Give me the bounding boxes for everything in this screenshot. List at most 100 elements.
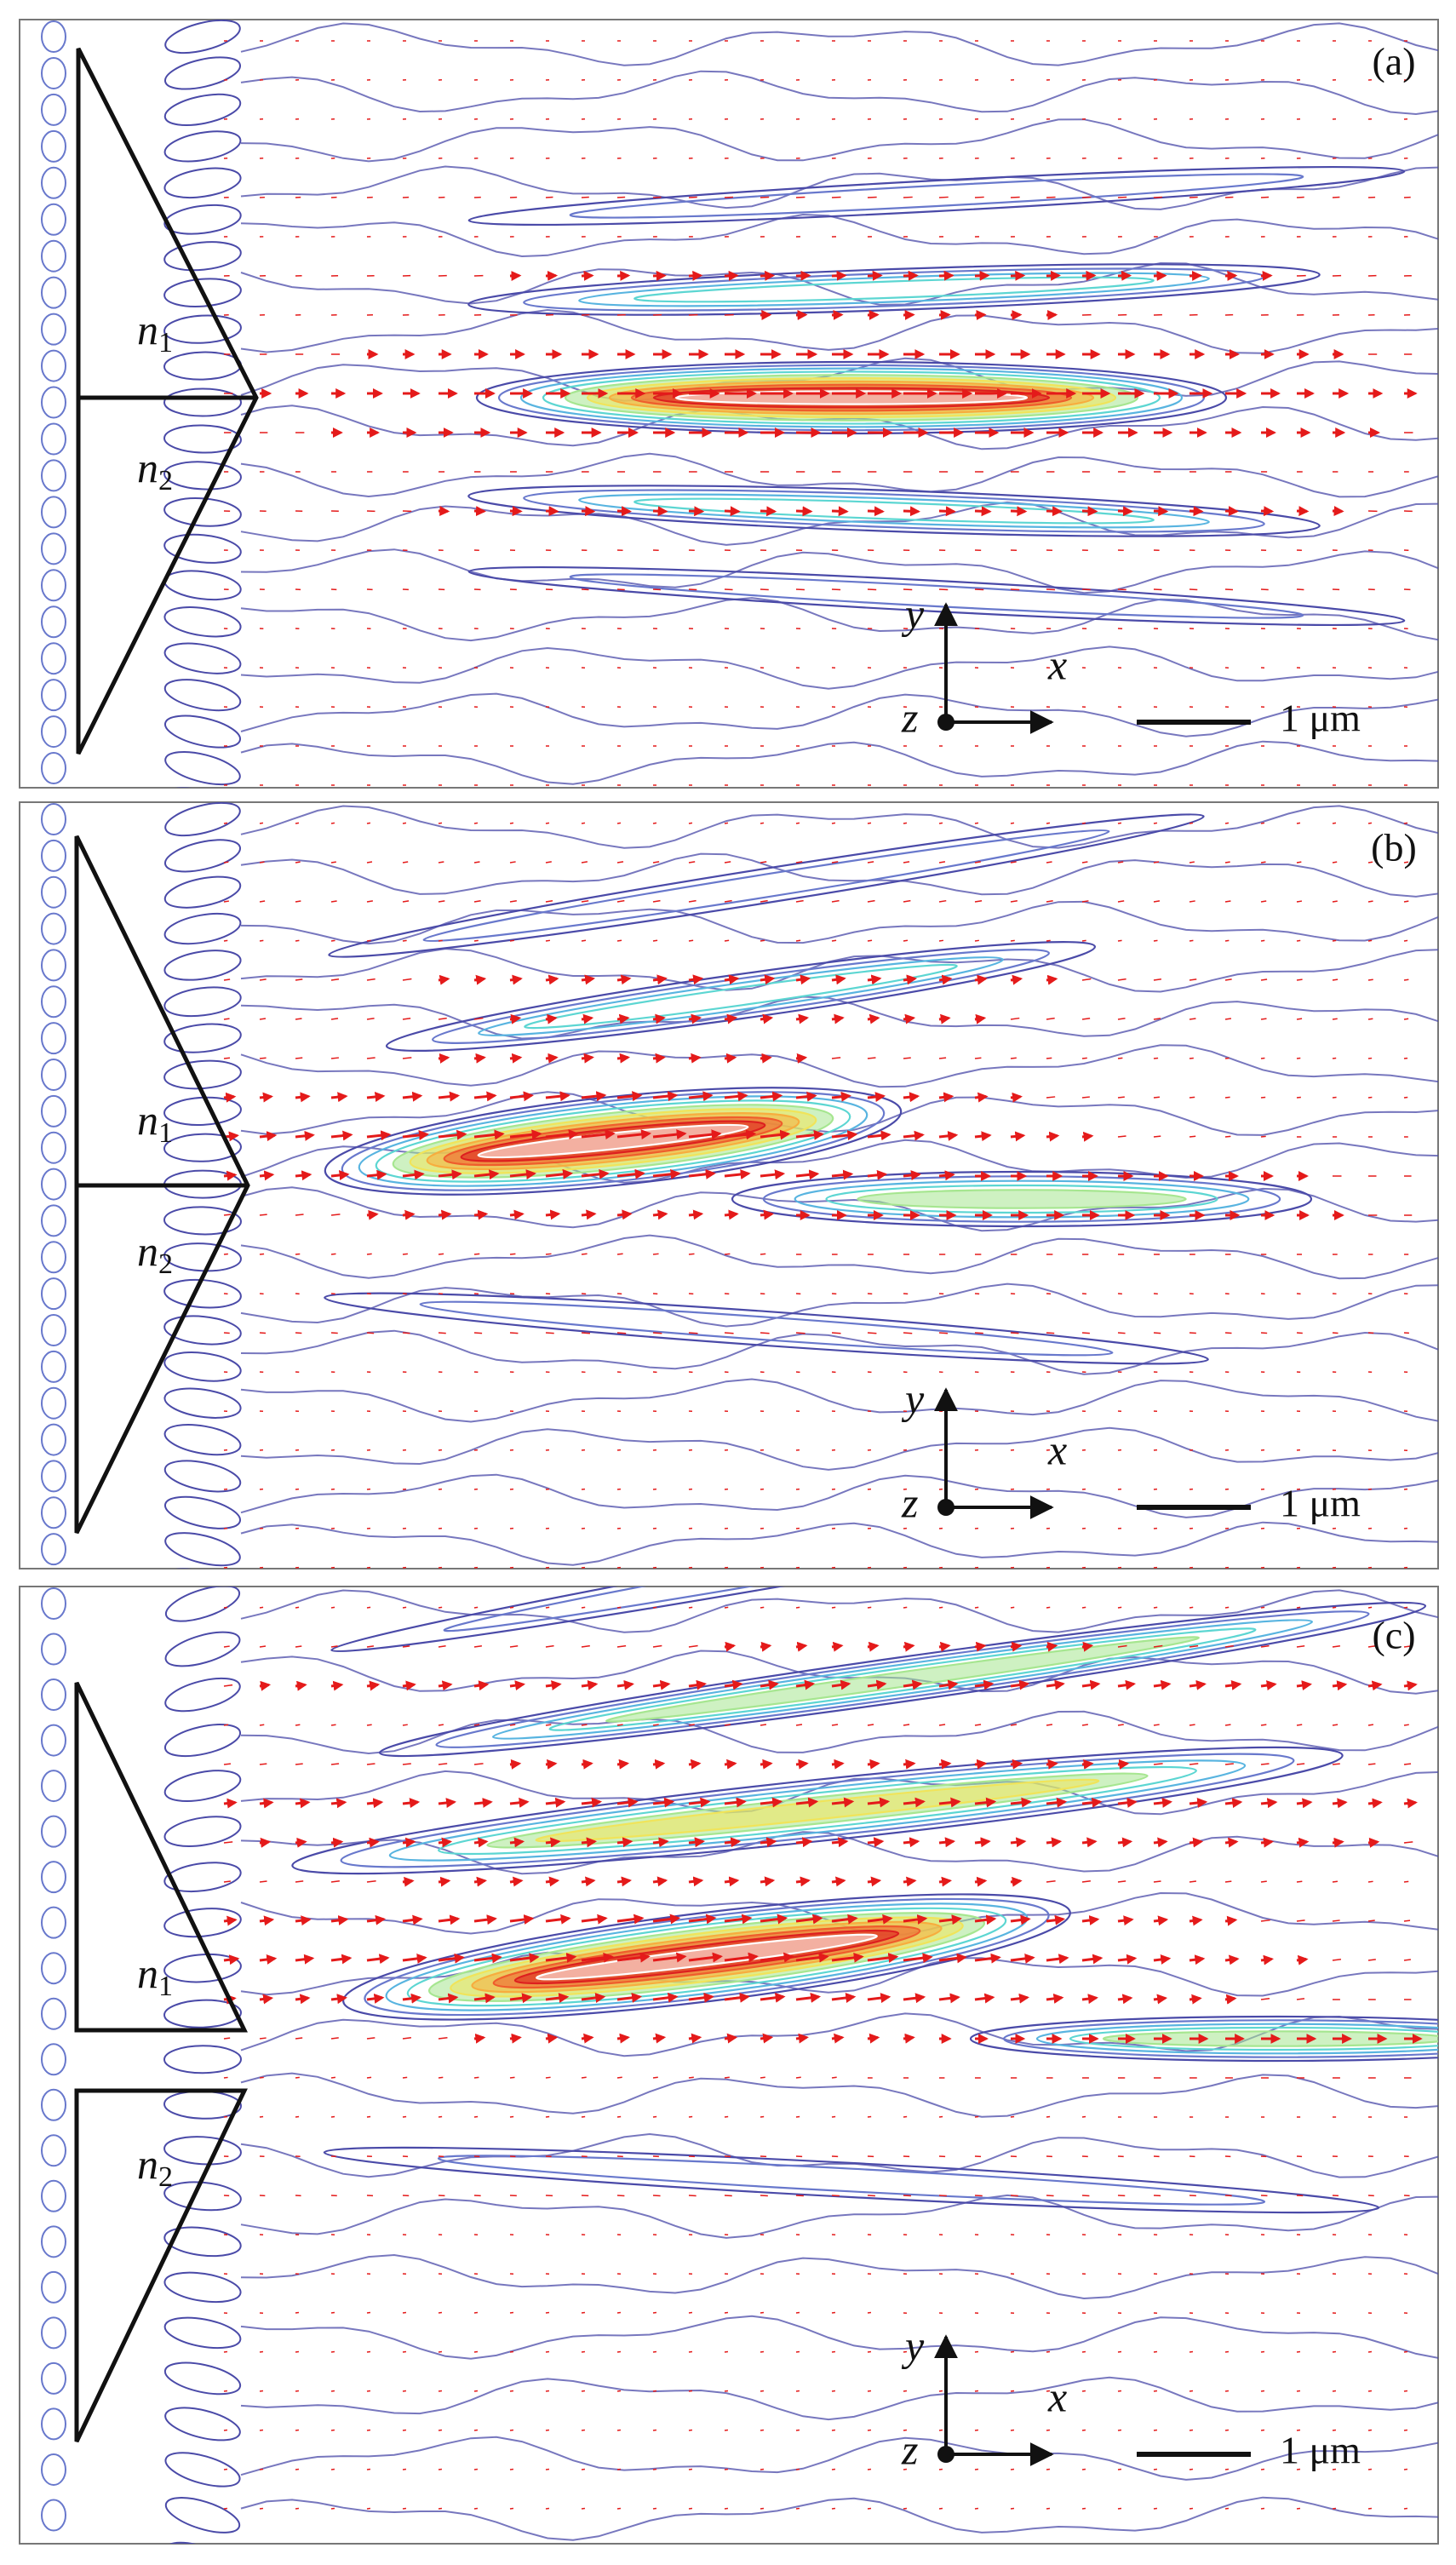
contour — [240, 1521, 1438, 1566]
field-arrow — [1332, 1837, 1344, 1848]
field-arrow — [652, 1759, 666, 1770]
field-arrow — [402, 1606, 407, 1609]
field-arrow — [724, 1013, 738, 1024]
field-arrow — [724, 1876, 740, 1887]
field-arrow — [1010, 506, 1028, 517]
field-arrow — [795, 899, 804, 903]
field-arrow — [509, 1091, 534, 1102]
field-arrow — [438, 1209, 452, 1220]
field-arrow — [509, 1797, 530, 1808]
field-arrow — [867, 1724, 874, 1726]
scale-bar-label: 1 μm — [1280, 697, 1361, 740]
field-arrow — [366, 1092, 386, 1102]
field-arrow — [1403, 1680, 1418, 1691]
field-arrow — [581, 1013, 594, 1024]
field-arrow — [795, 196, 805, 198]
contour — [240, 1426, 1438, 1471]
contour — [163, 1495, 242, 1529]
field-arrow — [795, 1641, 808, 1652]
field-arrow — [831, 1797, 855, 1808]
field-arrow — [223, 1606, 228, 1609]
contour — [164, 1532, 241, 1567]
field-arrow — [1081, 939, 1086, 942]
field-arrow — [1224, 1915, 1238, 1926]
contour — [164, 802, 241, 837]
field-arrow — [1224, 900, 1231, 903]
field-arrow — [1189, 1724, 1195, 1726]
field-arrow — [938, 1170, 955, 1181]
field-arrow — [295, 1170, 312, 1181]
field-arrow — [688, 1992, 714, 2003]
field-arrow — [581, 1053, 594, 1064]
field-arrow — [1153, 1606, 1158, 1609]
field-arrow — [438, 974, 450, 985]
field-arrow — [903, 1013, 916, 1024]
field-arrow — [223, 900, 230, 903]
contour — [41, 2316, 66, 2350]
field-arrow — [903, 1797, 926, 1808]
field-arrow — [366, 1954, 390, 1965]
field-arrow — [795, 1797, 819, 1808]
field-arrow — [1189, 1096, 1195, 1099]
field-arrow — [1296, 1880, 1303, 1883]
contour — [240, 1282, 1438, 1328]
field-arrow — [724, 1759, 737, 1770]
field-arrow — [688, 1209, 704, 1220]
field-arrow — [938, 196, 949, 198]
field-arrow — [903, 1092, 920, 1103]
contour — [163, 1908, 242, 1938]
field-arrow — [974, 1679, 995, 1690]
contour — [240, 2496, 1438, 2541]
contour — [857, 1189, 1187, 1209]
field-arrow — [545, 1993, 570, 2004]
field-arrow — [652, 1053, 666, 1064]
field-arrow — [1260, 861, 1266, 864]
field-arrow — [581, 1168, 610, 1179]
field-arrow — [724, 506, 741, 517]
field-arrow — [1189, 1606, 1194, 1609]
field-arrow — [366, 2115, 371, 2118]
contour — [41, 459, 66, 492]
field-arrow — [1260, 1919, 1270, 1922]
contour — [41, 56, 66, 89]
field-arrow — [974, 939, 979, 942]
field-arrow — [259, 1763, 267, 1765]
field-arrow — [438, 1724, 444, 1726]
field-arrow — [1189, 1954, 1206, 1965]
field-arrow — [1403, 1798, 1418, 1809]
field-arrow — [760, 1876, 776, 1887]
field-arrow — [545, 1953, 577, 1963]
field-arrow — [545, 1013, 558, 1024]
field-arrow — [402, 1798, 421, 1809]
contour — [163, 714, 242, 749]
contour — [406, 1907, 1007, 2007]
field-arrow — [366, 1645, 375, 1648]
field-arrow — [724, 1724, 731, 1726]
field-arrow — [795, 1876, 811, 1887]
field-arrow — [1081, 1332, 1090, 1334]
field-arrow — [688, 1724, 695, 1726]
prism — [74, 1681, 248, 2033]
contour — [164, 2497, 241, 2533]
field-arrow — [903, 899, 911, 903]
field-arrow — [974, 1013, 987, 1024]
field-arrow — [760, 1332, 770, 1334]
field-arrow — [616, 1168, 645, 1179]
field-arrow — [545, 1606, 550, 1609]
field-arrow — [330, 1645, 338, 1648]
field-arrow — [473, 1645, 483, 1648]
field-arrow — [724, 1332, 734, 1334]
contour — [41, 1059, 66, 1091]
field-arrow — [831, 1606, 836, 1609]
field-arrow — [1046, 1332, 1055, 1334]
field-arrow — [760, 1759, 773, 1770]
field-arrow — [545, 1332, 554, 1334]
field-arrow — [1260, 1724, 1267, 1726]
contour — [41, 20, 66, 53]
field-arrow — [760, 270, 776, 281]
field-arrow — [1081, 1759, 1094, 1770]
field-arrow — [545, 1876, 560, 1887]
field-arrow — [330, 900, 337, 903]
field-arrow — [1153, 1954, 1172, 1965]
region-label: n2 — [137, 1227, 173, 1279]
